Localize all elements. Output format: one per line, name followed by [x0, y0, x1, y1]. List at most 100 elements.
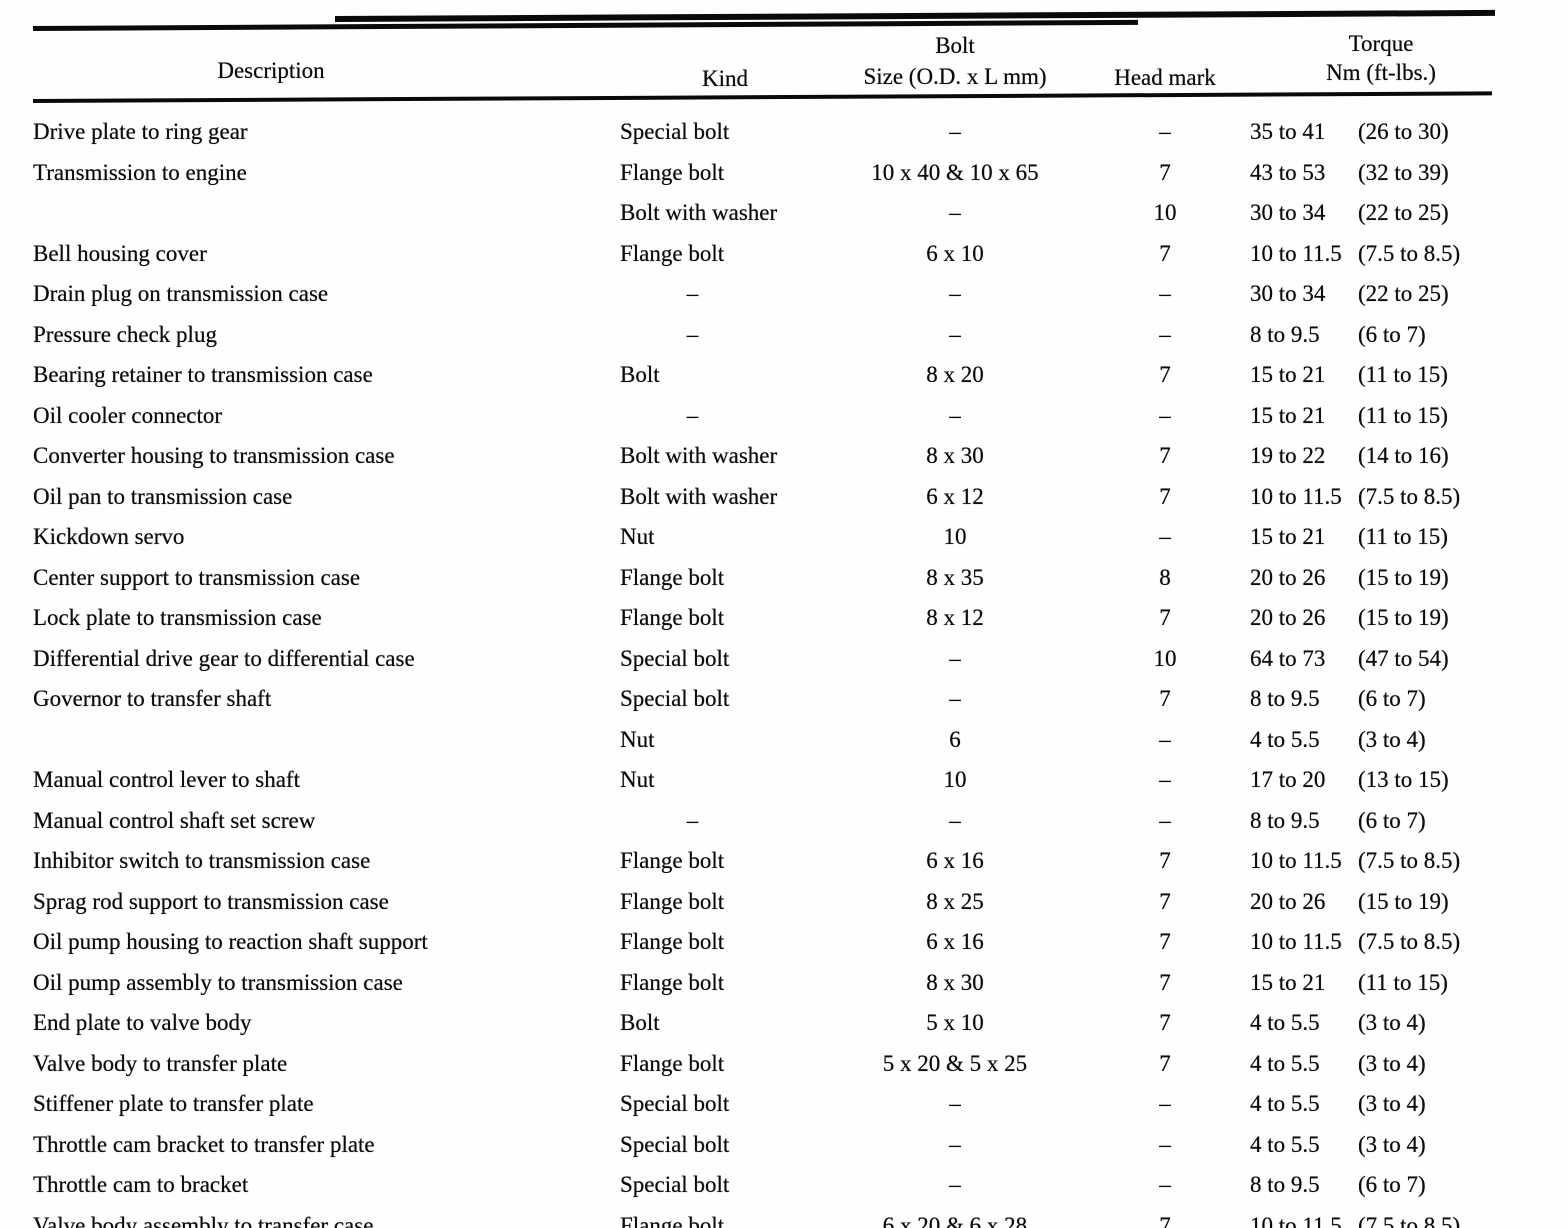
torque-cell: 19 to 22 (14 to 16)	[1250, 438, 1512, 479]
table-row: Kickdown servo Nut 10 – 15 to 21 (11 to 15)	[33, 519, 1512, 560]
head-mark-cell: –	[1159, 767, 1171, 792]
bolt-size-cell: –	[949, 1172, 961, 1197]
table-row: Pressure check plug – – – 8 to 9.5 (6 to 7)	[33, 317, 1512, 358]
description-cell: Governor to transfer shaft	[33, 686, 272, 711]
bolt-size-cell: 10 x 40 & 10 x 65	[871, 159, 1039, 185]
torque-cell: 4 to 5.5 (3 to 4)	[1250, 1086, 1512, 1127]
torque-nm-value: 10 to 11.5	[1250, 848, 1342, 873]
torque-ftlbs-value: (3 to 4)	[1358, 1091, 1426, 1116]
bolt-size-cell: –	[949, 1131, 961, 1157]
bolt-size-cell: –	[949, 200, 961, 225]
description-cell: Valve body assembly to transfer case	[33, 1212, 374, 1228]
torque-ftlbs-value: (11 to 15)	[1358, 969, 1448, 995]
kind-cell: –	[686, 402, 699, 428]
head-mark-cell: 7	[1159, 159, 1171, 185]
torque-ftlbs-value: (13 to 15)	[1358, 767, 1449, 792]
bolt-size-cell: 8 x 25	[926, 888, 984, 914]
torque-nm-value: 8 to 9.5	[1250, 1172, 1320, 1197]
torque-ftlbs-value: (6 to 7)	[1358, 686, 1426, 711]
torque-nm-value: 43 to 53	[1250, 159, 1326, 185]
torque-nm-value: 35 to 41	[1250, 119, 1326, 144]
head-mark-cell: 7	[1159, 605, 1171, 630]
bolt-size-cell: 6 x 12	[926, 483, 984, 509]
torque-ftlbs-value: (7.5 to 8.5)	[1358, 929, 1461, 954]
kind-cell: Flange bolt	[620, 848, 725, 873]
head-mark-cell: –	[1159, 524, 1171, 549]
description-cell: Differential drive gear to differential …	[33, 645, 415, 671]
column-header-kind: Kind	[702, 66, 748, 91]
description-cell: Manual control shaft set screw	[33, 807, 316, 833]
bolt-size-cell: –	[949, 645, 961, 671]
head-mark-cell: –	[1159, 119, 1171, 144]
torque-cell: 4 to 5.5 (3 to 4)	[1250, 722, 1512, 763]
bolt-size-cell: –	[949, 402, 961, 428]
head-mark-cell: 7	[1159, 969, 1171, 995]
table-row: Valve body assembly to transfer case Flan…	[33, 1208, 1512, 1228]
column-header-bolt-size: Size (O.D. x L mm)	[863, 64, 1047, 89]
torque-cell: 10 to 11.5 (7.5 to 8.5)	[1250, 1208, 1512, 1228]
torque-nm-value: 8 to 9.5	[1250, 686, 1320, 711]
bolt-size-cell: 8 x 12	[926, 605, 984, 630]
torque-cell: 10 to 11.5 (7.5 to 8.5)	[1250, 924, 1512, 965]
torque-cell: 35 to 41 (26 to 30)	[1250, 114, 1512, 155]
bolt-size-cell: –	[949, 321, 961, 347]
kind-cell: Special bolt	[620, 1091, 730, 1116]
bolt-size-cell: 8 x 30	[926, 443, 984, 468]
bolt-size-cell: 6	[949, 726, 961, 752]
kind-cell: Flange bolt	[620, 929, 725, 954]
kind-cell: Nut	[620, 767, 655, 792]
torque-cell: 10 to 11.5 (7.5 to 8.5)	[1250, 236, 1512, 277]
torque-cell: 17 to 20 (13 to 15)	[1250, 762, 1512, 803]
torque-ftlbs-value: (15 to 19)	[1358, 888, 1449, 914]
description-cell: Valve body to transfer plate	[33, 1050, 288, 1076]
table-row: Oil pan to transmission case Bolt with wa…	[33, 479, 1512, 520]
torque-nm-value: 8 to 9.5	[1250, 807, 1320, 833]
table-row: Sprag rod support to transmission case Fl…	[33, 884, 1512, 925]
bolt-size-cell: 6 x 16	[926, 848, 984, 873]
torque-nm-value: 4 to 5.5	[1250, 1091, 1320, 1116]
torque-ftlbs-value: (11 to 15)	[1358, 362, 1448, 387]
description-cell: Stiffener plate to transfer plate	[33, 1091, 314, 1116]
torque-nm-value: 10 to 11.5	[1250, 1212, 1342, 1228]
description-cell: Sprag rod support to transmission case	[33, 888, 389, 914]
torque-cell: 30 to 34 (22 to 25)	[1250, 276, 1512, 317]
bolt-size-cell: 6 x 10	[926, 240, 984, 266]
torque-cell: 43 to 53 (32 to 39)	[1250, 155, 1512, 196]
torque-ftlbs-value: (6 to 7)	[1358, 807, 1426, 833]
description-cell: End plate to valve body	[33, 1010, 252, 1035]
torque-ftlbs-value: (6 to 7)	[1358, 1172, 1426, 1197]
torque-cell: 15 to 21 (11 to 15)	[1250, 965, 1512, 1006]
table-row: Oil pump assembly to transmission case Fl…	[33, 965, 1512, 1006]
bolt-size-cell: –	[949, 119, 961, 144]
head-mark-cell: 8	[1159, 564, 1171, 590]
kind-cell: Special bolt	[620, 1131, 730, 1157]
head-mark-cell: 10	[1153, 200, 1177, 225]
column-header-torque-units: Nm (ft-lbs.)	[1326, 60, 1436, 85]
column-header-bolt: Bolt	[935, 33, 975, 58]
head-mark-cell: 7	[1159, 848, 1171, 873]
torque-nm-value: 64 to 73	[1250, 645, 1326, 671]
kind-cell: Flange bolt	[620, 1212, 725, 1228]
torque-ftlbs-value: (3 to 4)	[1358, 1131, 1426, 1157]
torque-nm-value: 10 to 11.5	[1250, 929, 1342, 954]
head-mark-cell: –	[1159, 402, 1171, 428]
description-cell: Oil cooler connector	[33, 402, 223, 428]
torque-cell: 15 to 21 (11 to 15)	[1250, 357, 1512, 398]
table-row: Differential drive gear to differential …	[33, 641, 1512, 682]
torque-ftlbs-value: (22 to 25)	[1358, 200, 1449, 225]
bolt-size-cell: 6 x 20 & 6 x 28	[882, 1212, 1028, 1228]
description-cell: Bell housing cover	[33, 240, 207, 266]
description-cell: Center support to transmission case	[33, 564, 361, 590]
kind-cell: Special bolt	[620, 686, 730, 711]
torque-ftlbs-value: (6 to 7)	[1358, 321, 1426, 347]
torque-nm-value: 20 to 26	[1250, 564, 1326, 590]
torque-cell: 8 to 9.5 (6 to 7)	[1250, 803, 1512, 844]
table-row: Manual control lever to shaft Nut 10 – 17 to…	[33, 762, 1512, 803]
description-cell: Oil pan to transmission case	[33, 483, 293, 509]
table-row: Bell housing cover Flange bolt 6 x 10 7 10 t…	[33, 236, 1512, 277]
kind-cell: Bolt with washer	[620, 443, 778, 468]
table-row: Valve body to transfer plate Flange bolt 5…	[33, 1046, 1512, 1087]
bolt-size-cell: –	[949, 1091, 961, 1116]
kind-cell: Special bolt	[620, 645, 730, 671]
torque-ftlbs-value: (11 to 15)	[1358, 524, 1448, 549]
